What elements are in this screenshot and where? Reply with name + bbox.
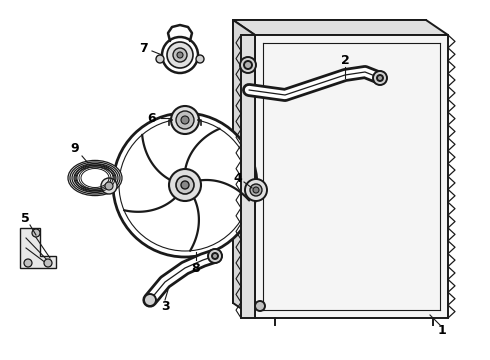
Circle shape xyxy=(181,116,189,124)
Circle shape xyxy=(196,55,204,63)
Circle shape xyxy=(181,181,189,189)
Circle shape xyxy=(44,259,52,267)
Polygon shape xyxy=(233,20,448,35)
Ellipse shape xyxy=(74,165,116,191)
Circle shape xyxy=(177,52,183,58)
Circle shape xyxy=(144,294,156,306)
Circle shape xyxy=(119,119,251,251)
Circle shape xyxy=(208,249,222,263)
Circle shape xyxy=(113,113,257,257)
Circle shape xyxy=(244,61,252,69)
Circle shape xyxy=(176,111,194,129)
Circle shape xyxy=(169,169,201,201)
Circle shape xyxy=(245,179,267,201)
Ellipse shape xyxy=(76,167,114,189)
Ellipse shape xyxy=(70,162,120,194)
Polygon shape xyxy=(233,20,426,303)
Circle shape xyxy=(162,37,198,73)
Circle shape xyxy=(373,71,387,85)
Circle shape xyxy=(173,48,187,62)
Circle shape xyxy=(101,178,117,194)
Text: 1: 1 xyxy=(438,324,446,337)
Circle shape xyxy=(171,106,199,134)
Circle shape xyxy=(176,176,194,194)
Text: 5: 5 xyxy=(21,212,29,225)
Circle shape xyxy=(212,253,218,259)
Ellipse shape xyxy=(68,161,122,195)
Text: 7: 7 xyxy=(139,41,147,54)
Circle shape xyxy=(240,57,256,73)
Circle shape xyxy=(253,187,259,193)
Text: 6: 6 xyxy=(147,112,156,125)
Text: 9: 9 xyxy=(71,141,79,154)
Circle shape xyxy=(255,301,265,311)
Circle shape xyxy=(377,75,383,81)
Circle shape xyxy=(32,229,40,237)
Circle shape xyxy=(250,184,262,196)
Polygon shape xyxy=(255,35,448,318)
Text: 2: 2 xyxy=(341,54,349,67)
Ellipse shape xyxy=(72,163,118,192)
Circle shape xyxy=(167,42,193,68)
Text: 3: 3 xyxy=(161,301,170,314)
Circle shape xyxy=(24,259,32,267)
Polygon shape xyxy=(233,20,255,318)
Polygon shape xyxy=(20,228,56,268)
Polygon shape xyxy=(241,35,255,318)
Text: 8: 8 xyxy=(192,261,200,274)
Circle shape xyxy=(105,182,113,190)
Circle shape xyxy=(156,55,164,63)
Text: 4: 4 xyxy=(234,171,243,185)
